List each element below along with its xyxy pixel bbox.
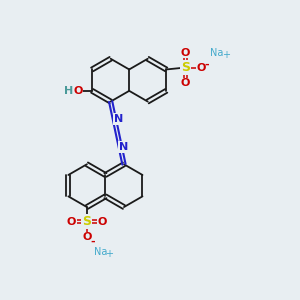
Text: O: O [181,78,190,88]
Text: S: S [82,215,91,228]
Text: +: + [222,50,230,60]
Text: O: O [67,217,76,227]
Text: -: - [204,59,209,69]
Text: O: O [196,63,206,73]
Text: Na: Na [94,247,107,256]
Text: Na: Na [210,48,224,58]
Text: O: O [181,47,190,58]
Text: -: - [90,236,95,246]
Text: O: O [74,86,83,96]
Text: O: O [82,232,92,242]
Text: N: N [114,114,123,124]
Text: H: H [64,86,73,96]
Text: N: N [119,142,129,152]
Text: S: S [181,61,190,74]
Text: O: O [98,217,107,227]
Text: +: + [105,249,113,259]
